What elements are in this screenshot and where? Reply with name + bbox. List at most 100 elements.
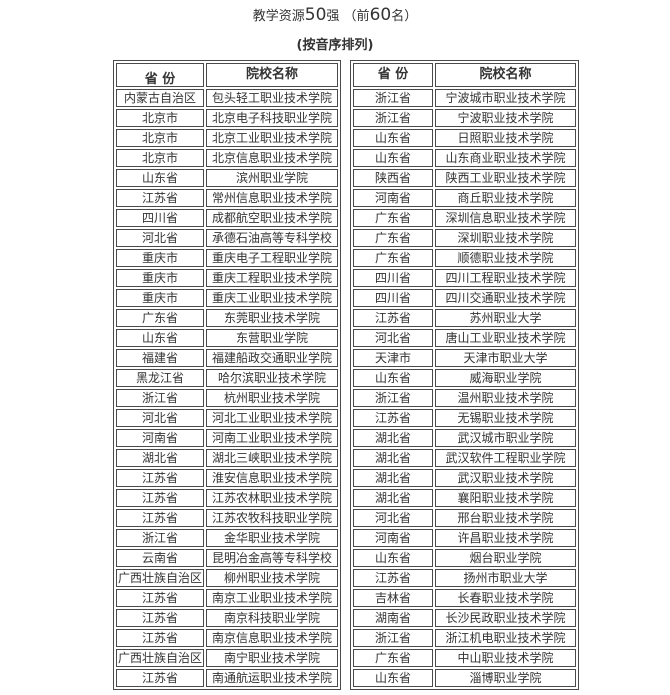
table-row: 云南省 昆明冶金高等专科学校	[116, 549, 338, 567]
school-cell: 无锡职业技术学院	[435, 409, 576, 427]
province-header-label: 省 份	[377, 67, 409, 82]
school-cell: 武汉软件工程职业学院	[435, 449, 576, 467]
table-row: 湖北省 武汉职业技术学院	[353, 469, 576, 487]
school-cell: 北京工业职业技术学院	[206, 129, 338, 147]
table-row: 陕西省 陕西工业职业技术学院	[353, 169, 576, 187]
table-row: 重庆市 重庆电子工程职业学院	[116, 249, 338, 267]
school-cell: 南京工业职业技术学院	[206, 589, 338, 607]
school-cell: 长春职业技术学院	[435, 589, 576, 607]
school-cell: 淄博职业学院	[435, 669, 576, 687]
province-header-label: 省 份	[144, 72, 176, 87]
province-cell: 北京市	[116, 149, 204, 167]
province-cell: 湖南省	[353, 609, 433, 627]
school-cell: 长沙民政职业技术学院	[435, 609, 576, 627]
school-cell: 陕西工业职业技术学院	[435, 169, 576, 187]
province-cell: 广东省	[353, 209, 433, 227]
province-cell: 重庆市	[116, 289, 204, 307]
school-cell: 南宁职业技术学院	[206, 649, 338, 667]
province-cell: 江苏省	[116, 509, 204, 527]
page-subtitle: (按音序排列)	[296, 38, 374, 53]
province-cell: 浙江省	[353, 629, 433, 647]
table-row: 重庆市 重庆工程职业技术学院	[116, 269, 338, 287]
school-header: 院校名称	[435, 63, 576, 87]
school-cell: 淮安信息职业技术学院	[206, 469, 338, 487]
school-cell: 顺德职业技术学院	[435, 249, 576, 267]
school-cell: 南京信息职业技术学院	[206, 629, 338, 647]
table-row: 河北省 河北工业职业技术学院	[116, 409, 338, 427]
province-header: 省 份	[353, 63, 433, 87]
table-row: 江苏省 南通航运职业技术学院	[116, 669, 338, 687]
table-row: 山东省 日照职业技术学院	[353, 129, 576, 147]
title-text: 强 （前	[326, 9, 370, 24]
province-cell: 北京市	[116, 109, 204, 127]
school-cell: 金华职业技术学院	[206, 529, 338, 547]
table-row: 浙江省 温州职业技术学院	[353, 389, 576, 407]
school-cell: 哈尔滨职业技术学院	[206, 369, 338, 387]
school-cell: 北京电子科技职业学院	[206, 109, 338, 127]
table-row: 河北省 唐山工业职业技术学院	[353, 329, 576, 347]
table-row: 江苏省 江苏农牧科技职业学院	[116, 509, 338, 527]
school-cell: 南京科技职业学院	[206, 609, 338, 627]
table-row: 四川省 成都航空职业技术学院	[116, 209, 338, 227]
province-cell: 河南省	[353, 189, 433, 207]
table-row: 天津市 天津市职业大学	[353, 349, 576, 367]
province-cell: 浙江省	[353, 89, 433, 107]
ranking-tables: 省 份院校名称 内蒙古自治区 包头轻工职业技术学院 北京市 北京电子科技职业学院 北京市北…	[113, 60, 579, 690]
school-cell: 山东商业职业技术学院	[435, 149, 576, 167]
school-cell: 四川交通职业技术学院	[435, 289, 576, 307]
school-cell: 南通航运职业技术学院	[206, 669, 338, 687]
school-cell: 重庆电子工程职业学院	[206, 249, 338, 267]
table-row: 江苏省 淮安信息职业技术学院	[116, 469, 338, 487]
table-row: 福建省 福建船政交通职业学院	[116, 349, 338, 367]
province-cell: 山东省	[116, 329, 204, 347]
province-cell: 黑龙江省	[116, 369, 204, 387]
school-cell: 包头轻工职业技术学院	[206, 89, 338, 107]
school-cell: 江苏农牧科技职业学院	[206, 509, 338, 527]
table-row: 江苏省 南京科技职业学院	[116, 609, 338, 627]
table-row: 广东省 顺德职业技术学院	[353, 249, 576, 267]
header-row: 省 份 院校名称	[353, 63, 576, 87]
ranking-table-left: 省 份院校名称 内蒙古自治区 包头轻工职业技术学院 北京市 北京电子科技职业学院 北京市北…	[113, 60, 341, 690]
table-row: 江苏省 苏州职业大学	[353, 309, 576, 327]
table-row: 湖北省 武汉软件工程职业学院	[353, 449, 576, 467]
province-cell: 内蒙古自治区	[116, 89, 204, 107]
province-cell: 河北省	[116, 229, 204, 247]
page-title: 教学资源50强 （前60名）	[0, 0, 670, 26]
title-text: 教学资源	[252, 9, 305, 24]
school-cell: 东莞职业技术学院	[206, 309, 338, 327]
school-cell: 温州职业技术学院	[435, 389, 576, 407]
province-cell: 江苏省	[116, 669, 204, 687]
table-row: 江苏省 无锡职业技术学院	[353, 409, 576, 427]
table-row: 浙江省 宁波城市职业技术学院	[353, 89, 576, 107]
province-cell: 江苏省	[353, 409, 433, 427]
header-row: 省 份 院校名称	[116, 63, 338, 87]
province-cell: 福建省	[116, 349, 204, 367]
title-text: 名）	[391, 9, 418, 24]
table-row: 江苏省 扬州市职业大学	[353, 569, 576, 587]
school-cell: 商丘职业技术学院	[435, 189, 576, 207]
province-header: 省 份	[116, 63, 204, 87]
province-cell: 江苏省	[353, 569, 433, 587]
title-number: 60	[369, 5, 392, 25]
province-cell: 山东省	[353, 369, 433, 387]
school-cell: 威海职业学院	[435, 369, 576, 387]
table-row: 山东省 淄博职业学院	[353, 669, 576, 687]
school-cell: 日照职业技术学院	[435, 129, 576, 147]
school-cell: 福建船政交通职业学院	[206, 349, 338, 367]
table-row: 山东省 滨州职业学院	[116, 169, 338, 187]
province-cell: 广西壮族自治区	[116, 649, 204, 667]
table-row: 内蒙古自治区 包头轻工职业技术学院	[116, 89, 338, 107]
school-header: 院校名称	[206, 63, 338, 87]
province-cell: 天津市	[353, 349, 433, 367]
table-row: 江苏省 江苏农林职业技术学院	[116, 489, 338, 507]
school-cell: 烟台职业学院	[435, 549, 576, 567]
school-cell: 重庆工程职业技术学院	[206, 269, 338, 287]
table-row: 浙江省 杭州职业技术学院	[116, 389, 338, 407]
table-row: 山东省 山东商业职业技术学院	[353, 149, 576, 167]
school-cell: 北京信息职业技术学院	[206, 149, 338, 167]
school-cell: 成都航空职业技术学院	[206, 209, 338, 227]
table-row: 北京市 北京电子科技职业学院	[116, 109, 338, 127]
province-cell: 湖北省	[353, 469, 433, 487]
province-cell: 浙江省	[116, 529, 204, 547]
school-cell: 中山职业技术学院	[435, 649, 576, 667]
